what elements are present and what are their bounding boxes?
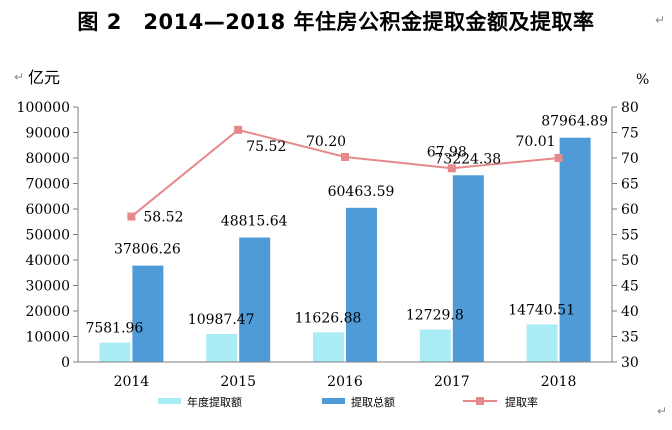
bar-annual-withdrawal: [419, 329, 451, 362]
rate-label: 70.20: [306, 134, 346, 150]
rate-point: [234, 125, 243, 134]
left-axis-unit: 亿元: [28, 68, 60, 87]
right-axis-unit: %: [636, 72, 649, 88]
total-withdrawal-label: 73224.38: [434, 151, 501, 167]
total-withdrawal-label: 60463.59: [328, 184, 395, 200]
legend-swatch-rate-marker: [476, 397, 484, 405]
left-axis-tick-label: 40000: [25, 253, 70, 269]
bar-total-withdrawal: [239, 237, 271, 362]
rate-point: [554, 153, 563, 162]
right-axis-tick-label: 35: [621, 330, 639, 346]
right-axis-tick-label: 45: [621, 279, 639, 295]
legend-label-total: 提取总额: [351, 395, 395, 409]
bar-total-withdrawal: [346, 207, 377, 362]
right-axis-tick-label: 60: [621, 202, 639, 218]
right-axis-tick-label: 55: [621, 228, 639, 244]
bar-total-withdrawal: [452, 175, 484, 362]
left-axis-tick-label: 50000: [25, 228, 70, 244]
legend-label-annual: 年度提取额: [187, 395, 242, 409]
rate-label: 58.52: [143, 210, 183, 226]
rate-point: [127, 212, 136, 221]
bar-annual-withdrawal: [206, 333, 238, 362]
right-axis-tick-label: 40: [621, 304, 639, 320]
left-axis-tick-label: 30000: [25, 279, 70, 295]
legend-swatch-total: [322, 398, 345, 404]
x-axis-tick-label: 2017: [434, 374, 470, 390]
right-axis-tick-label: 80: [621, 100, 639, 116]
paragraph-mark: ↵: [14, 70, 24, 84]
chart-title: 图 2 2014—2018 年住房公积金提取金额及提取率: [77, 10, 595, 34]
bar-total-withdrawal: [132, 265, 164, 362]
total-withdrawal-label: 37806.26: [114, 242, 181, 258]
right-axis-tick-label: 50: [621, 253, 639, 269]
bar-total-withdrawal: [559, 137, 591, 362]
annual-withdrawal-label: 7581.96: [85, 321, 143, 337]
paragraph-mark: ↵: [655, 13, 665, 27]
bar-annual-withdrawal: [313, 332, 344, 362]
total-withdrawal-label: 48815.64: [221, 214, 288, 230]
rate-point: [341, 152, 349, 161]
annual-withdrawal-label: 12729.8: [406, 308, 464, 324]
legend-label-rate: 提取率: [505, 395, 538, 409]
left-axis-tick-label: 10000: [25, 330, 70, 346]
x-axis-tick-label: 2018: [541, 374, 577, 390]
left-axis-tick-label: 20000: [25, 304, 70, 320]
left-axis-tick-label: 90000: [25, 126, 70, 142]
rate-label: 70.01: [516, 134, 556, 150]
left-axis-tick-label: 0: [61, 355, 70, 371]
annual-withdrawal-label: 10987.47: [188, 312, 255, 328]
x-axis-tick-label: 2014: [114, 374, 150, 390]
right-axis-tick-label: 75: [621, 126, 639, 142]
rate-label: 67.98: [427, 144, 467, 160]
annual-withdrawal-label: 11626.88: [295, 310, 362, 326]
left-axis-tick-label: 70000: [25, 177, 70, 193]
right-axis-tick-label: 65: [621, 177, 639, 193]
paragraph-mark: ↵: [657, 404, 667, 418]
total-withdrawal-label: 87964.89: [541, 114, 608, 130]
rate-point: [447, 164, 456, 173]
right-axis-tick-label: 30: [621, 355, 639, 371]
bar-annual-withdrawal: [526, 324, 558, 362]
left-axis-tick-label: 80000: [25, 151, 70, 167]
left-axis-tick-label: 60000: [25, 202, 70, 218]
annual-withdrawal-label: 14740.51: [508, 302, 575, 318]
x-axis-tick-label: 2015: [220, 374, 256, 390]
rate-label: 75.52: [246, 139, 286, 155]
x-axis-tick-label: 2016: [327, 374, 363, 390]
left-axis-tick-label: 100000: [17, 100, 70, 116]
legend-swatch-annual: [158, 398, 181, 404]
bar-annual-withdrawal: [99, 342, 131, 362]
right-axis-tick-label: 70: [621, 151, 639, 167]
